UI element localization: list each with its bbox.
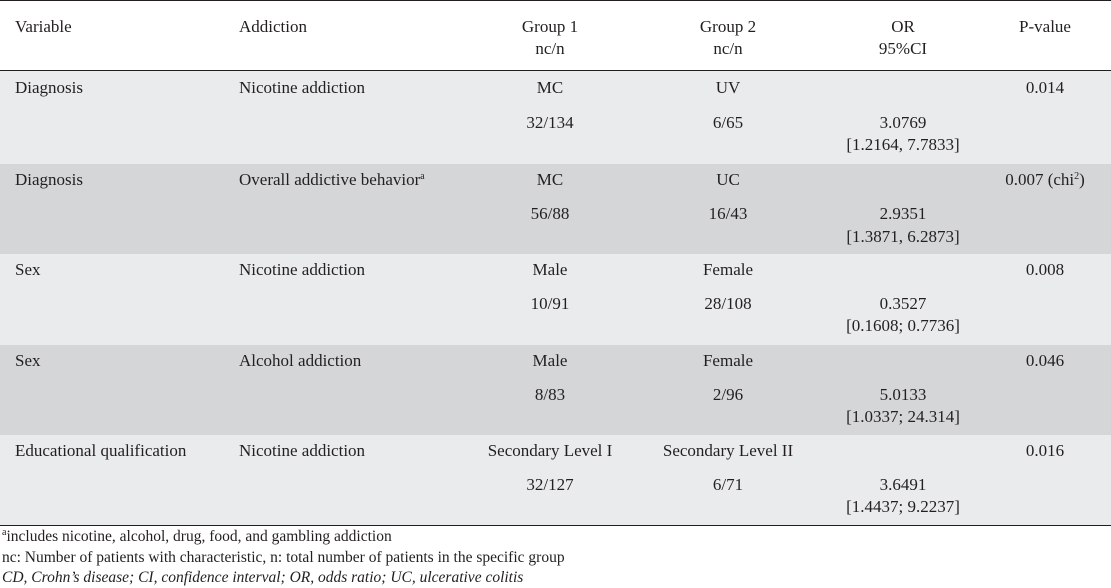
cell-group2-label: UV [715,78,741,97]
cell-variable: Sex [15,351,41,370]
cell-group2-value: 2/96 [712,385,744,404]
cell-variable: Sex [15,260,41,279]
cell-ci: [0.1608; 0.7736] [846,316,960,335]
cell-group1-label: MC [536,170,564,189]
cell-group2-label: Female [702,351,754,370]
cell-addiction-text: Overall addictive behavior [239,170,421,189]
cell-addiction: Nicotine addiction [239,260,366,279]
cell-pvalue: 0.007 (chi2) [975,170,1111,190]
header-group1: Group 1 [521,17,579,36]
cell-addiction: Nicotine addiction [239,441,366,460]
cell-ci: [1.0337; 24.314] [846,407,960,426]
cell-group1-label: Secondary Level I [487,441,613,460]
table-row: Sex Nicotine addiction Male 10/91 Female… [0,254,1111,345]
cell-group2-label: Female [702,260,754,279]
footnote-a-marker: a [2,527,7,538]
footnote-abbrev-nc: nc: Number of patients with characterist… [2,549,565,566]
cell-pvalue: 0.016 [1025,441,1065,460]
table-row: Educational qualification Nicotine addic… [0,435,1111,525]
cell-variable: Educational qualification [15,441,187,460]
cell-group1-value: 56/88 [530,204,570,223]
cell-pvalue-close: ) [1079,170,1085,189]
cell-group1-value: 8/83 [534,385,566,404]
cell-group1-value: 10/91 [530,294,570,313]
table-row: Diagnosis Nicotine addiction MC 32/134 U… [0,71,1111,164]
cell-ci: [1.4437; 9.2237] [846,497,960,516]
cell-group2-value: 6/65 [712,113,744,132]
table-bottom-rule [0,525,1111,526]
cell-or: 0.3527 [879,294,927,313]
table-row: Diagnosis Overall addictive behaviora MC… [0,164,1111,254]
cell-group1-label: Male [532,351,568,370]
header-group2-sub: nc/n [713,39,743,58]
cell-group2-value: 16/43 [708,204,748,223]
cell-or: 3.0769 [879,113,927,132]
cell-group2-value: 6/71 [712,475,744,494]
footnote-abbreviations: CD, Crohn’s disease; CI, confidence inte… [2,569,524,586]
cell-ci: [1.2164, 7.7833] [846,135,960,154]
cell-group1-label: Male [532,260,568,279]
table-header-rule [0,70,1111,71]
footnote-a-text: includes nicotine, alcohol, drug, food, … [6,528,392,545]
cell-group1-label: MC [536,78,564,97]
header-addiction: Addiction [239,17,307,36]
cell-or: 3.6491 [879,475,927,494]
header-variable: Variable [15,17,72,36]
footnote-marker: a [420,171,425,182]
cell-variable: Diagnosis [15,78,83,97]
cell-variable: Diagnosis [15,170,83,189]
cell-pvalue: 0.008 [1025,260,1065,279]
cell-addiction: Alcohol addiction [239,351,362,370]
cell-group1-value: 32/127 [526,475,574,494]
header-group2: Group 2 [699,17,757,36]
cell-group2-label: UC [716,170,740,189]
chi-square-superscript: 2 [1074,171,1080,182]
cell-pvalue: 0.014 [1025,78,1065,97]
cell-pvalue-text: 0.007 (chi [1005,170,1075,189]
cell-addiction: Overall addictive behaviora [239,170,425,190]
header-or: OR [891,17,915,36]
cell-or: 2.9351 [879,204,927,223]
header-or-sub: 95%CI [878,39,928,58]
footnote-a: aincludes nicotine, alcohol, drug, food,… [2,528,392,546]
cell-or: 5.0133 [879,385,927,404]
table-top-rule [0,0,1111,1]
cell-group2-value: 28/108 [704,294,752,313]
cell-group2-label: Secondary Level II [662,441,794,460]
table-row: Sex Alcohol addiction Male 8/83 Female 2… [0,345,1111,435]
header-pvalue: P-value [1019,17,1071,36]
cell-ci: [1.3871, 6.2873] [846,227,960,246]
cell-addiction: Nicotine addiction [239,78,366,97]
cell-group1-value: 32/134 [526,113,574,132]
cell-pvalue: 0.046 [1025,351,1065,370]
header-group1-sub: nc/n [535,39,565,58]
